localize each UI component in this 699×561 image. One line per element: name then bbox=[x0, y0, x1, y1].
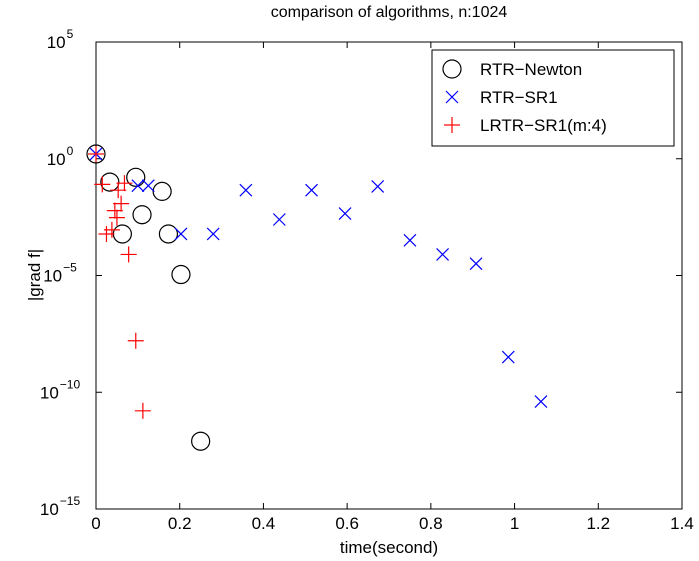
x-point bbox=[174, 227, 188, 241]
plus-point bbox=[103, 221, 120, 238]
legend-box bbox=[431, 49, 675, 147]
x-tick-label: 0.4 bbox=[252, 514, 276, 533]
legend-label: RTR−Newton bbox=[480, 60, 582, 79]
x-point bbox=[371, 180, 385, 193]
circle-point bbox=[126, 167, 146, 187]
legend: RTR−Newton RTR−SR1 LRTR−SR1(m:4) bbox=[431, 49, 675, 147]
plus-point bbox=[106, 202, 123, 219]
x-point bbox=[436, 247, 450, 261]
y-tick-label: 10−15 bbox=[40, 494, 81, 519]
x-point bbox=[141, 179, 155, 193]
x-axis-label: time(second) bbox=[340, 538, 438, 557]
circle-point bbox=[158, 224, 179, 244]
data-marks bbox=[86, 144, 548, 451]
x-point bbox=[403, 233, 417, 247]
x-tick-label: 0.2 bbox=[168, 514, 192, 533]
x-tick-label: 1 bbox=[510, 514, 519, 533]
x-point bbox=[501, 350, 515, 364]
circle-point bbox=[86, 144, 106, 164]
x-point bbox=[206, 227, 220, 241]
plus-point bbox=[134, 402, 151, 419]
x-point bbox=[305, 183, 318, 197]
series-x bbox=[89, 147, 548, 408]
circle-point bbox=[191, 431, 211, 451]
circle-point bbox=[152, 181, 172, 201]
x-tick-label: 1.2 bbox=[586, 514, 610, 533]
legend-marker-plus bbox=[444, 117, 460, 133]
plus-point bbox=[108, 209, 125, 226]
x-tick-label: 0.6 bbox=[335, 514, 359, 533]
x-tick-label: 1.4 bbox=[670, 514, 694, 533]
y-axis-ticks: 105 100 10−5 10−10 10−15 bbox=[40, 27, 682, 519]
y-tick-label: 10−5 bbox=[43, 261, 77, 286]
y-tick-label: 10−10 bbox=[40, 377, 81, 402]
circle-point bbox=[100, 172, 120, 192]
y-tick-label: 105 bbox=[47, 27, 74, 52]
x-point bbox=[131, 179, 145, 193]
plus-point bbox=[94, 176, 111, 193]
x-tick-label: 0 bbox=[91, 514, 100, 533]
x-axis-ticks: 0 0.2 0.4 0.6 0.8 1 1.2 1.4 bbox=[91, 42, 694, 533]
legend-marker-circle bbox=[442, 59, 462, 79]
chart-title: comparison of algorithms, n:1024 bbox=[271, 4, 508, 21]
legend-label: RTR−SR1 bbox=[480, 88, 558, 107]
plus-point bbox=[110, 182, 127, 199]
plus-point bbox=[113, 195, 130, 212]
x-point bbox=[272, 213, 286, 226]
x-tick-label: 0.8 bbox=[419, 514, 443, 533]
x-point bbox=[534, 395, 548, 408]
series-plus bbox=[88, 145, 151, 419]
x-point bbox=[338, 207, 352, 220]
series-circle bbox=[86, 144, 211, 451]
x-point bbox=[469, 257, 483, 271]
plus-point bbox=[88, 145, 104, 162]
x-point bbox=[239, 183, 253, 197]
plus-point bbox=[127, 332, 144, 349]
y-axis-label: |grad f| bbox=[25, 249, 44, 301]
plus-point bbox=[116, 175, 133, 192]
legend-marker-x bbox=[445, 90, 459, 104]
circle-point bbox=[132, 205, 152, 225]
circle-point bbox=[171, 264, 191, 285]
legend-label: LRTR−SR1(m:4) bbox=[480, 116, 607, 135]
plus-point bbox=[120, 246, 137, 263]
y-tick-label: 100 bbox=[47, 144, 74, 169]
